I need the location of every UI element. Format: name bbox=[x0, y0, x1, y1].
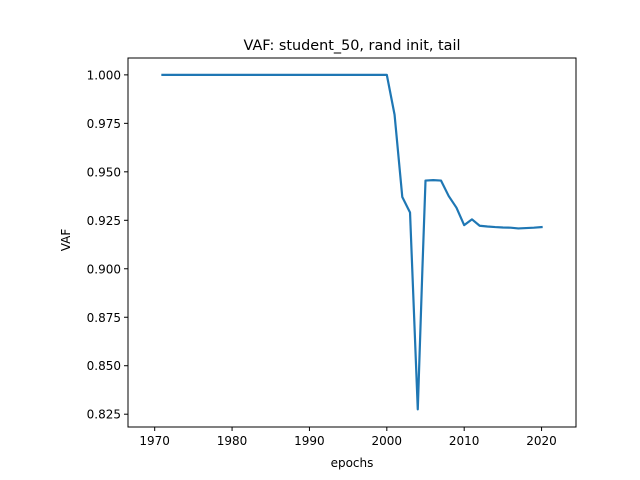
x-tick-label: 1970 bbox=[139, 434, 170, 448]
x-axis: 1970 1980 1990 2000 2010 2020 bbox=[139, 427, 557, 448]
x-tick-label: 2010 bbox=[449, 434, 480, 448]
x-tick-label: 2020 bbox=[526, 434, 557, 448]
x-axis-label: epochs bbox=[331, 456, 374, 470]
x-tick-label: 1980 bbox=[217, 434, 248, 448]
y-tick-label: 0.975 bbox=[87, 117, 121, 131]
y-tick-label: 0.825 bbox=[87, 408, 121, 422]
y-axis-label: VAF bbox=[59, 229, 73, 252]
y-tick-label: 0.900 bbox=[87, 262, 121, 276]
y-tick-label: 0.850 bbox=[87, 359, 121, 373]
plot-frame bbox=[127, 57, 577, 428]
plot-area bbox=[127, 57, 577, 428]
x-tick-label: 2000 bbox=[372, 434, 403, 448]
chart-title: VAF: student_50, rand init, tail bbox=[244, 38, 461, 54]
y-tick-label: 0.925 bbox=[87, 214, 121, 228]
y-tick-label: 0.875 bbox=[87, 311, 121, 325]
y-tick-label: 1.000 bbox=[87, 68, 121, 82]
y-tick-label: 0.950 bbox=[87, 165, 121, 179]
x-tick-label: 1990 bbox=[294, 434, 325, 448]
y-axis: 0.825 0.850 0.875 0.900 0.925 0.950 0.975 1.000 bbox=[87, 68, 128, 422]
series-line-0 bbox=[161, 73, 543, 411]
